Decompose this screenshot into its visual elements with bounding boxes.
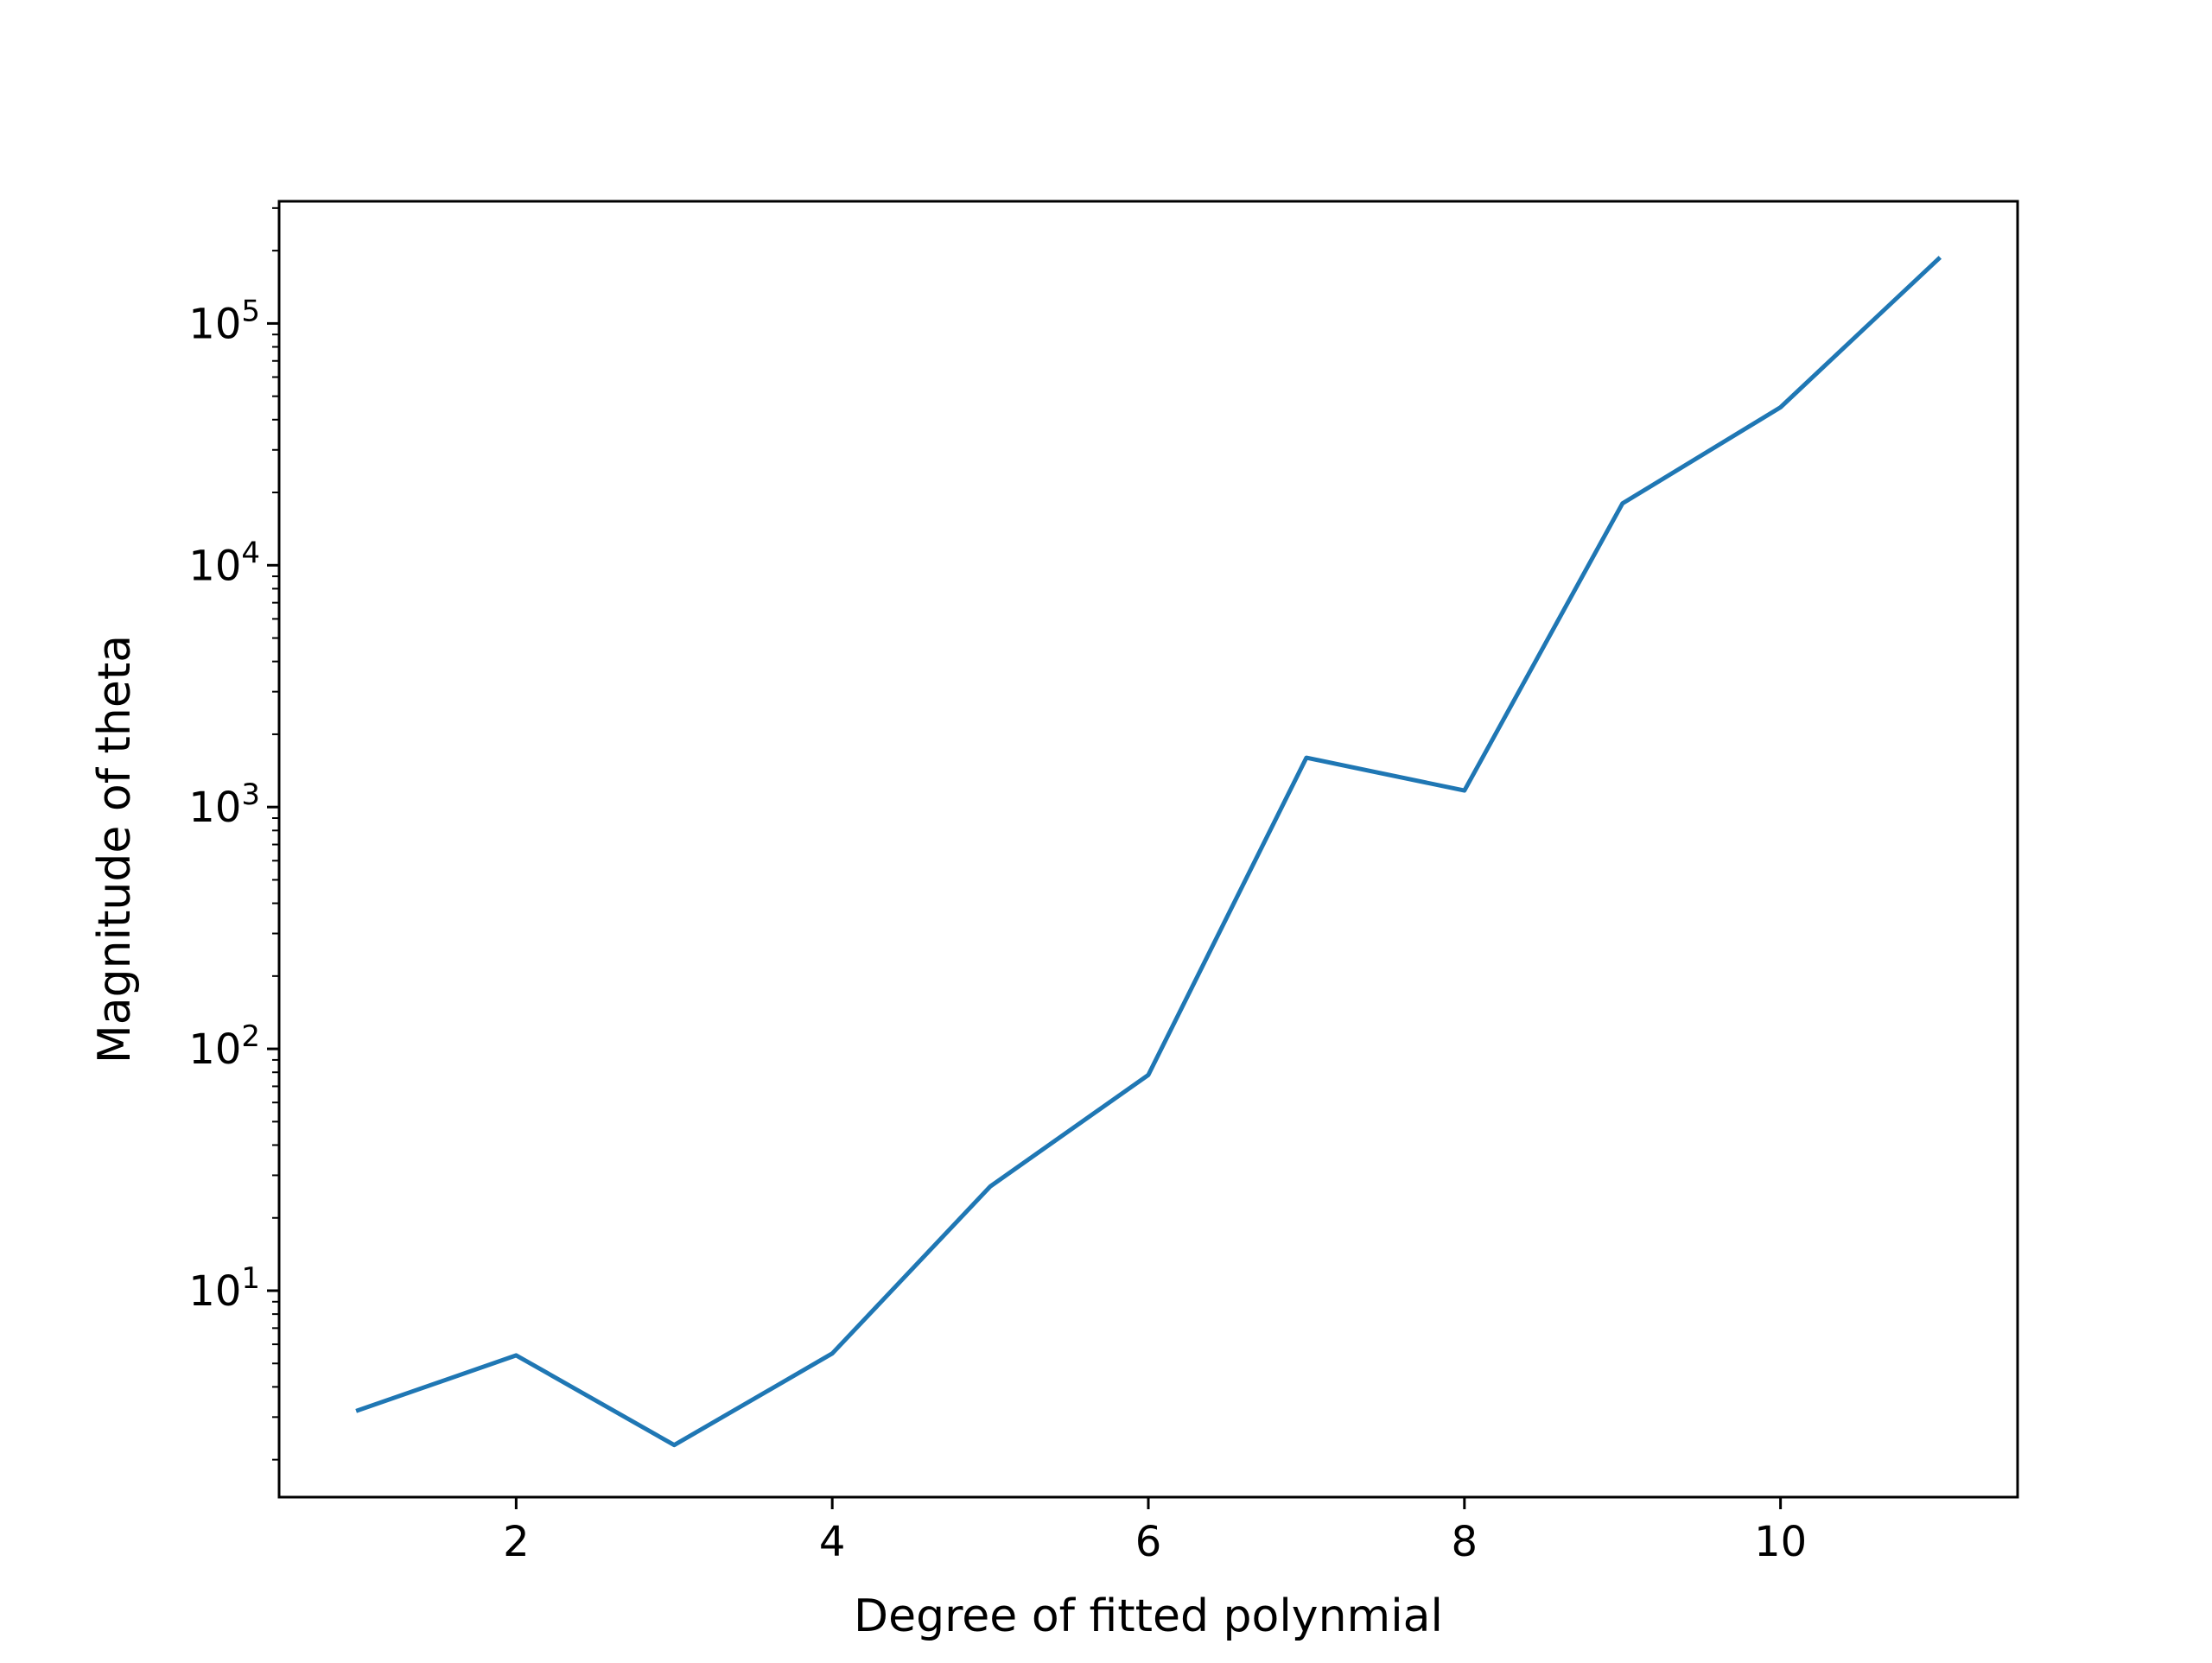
x-tick-label: 10 — [1754, 1518, 1807, 1566]
x-axis: 2 4 6 8 10 — [503, 1497, 1807, 1566]
x-tick-label: 2 — [503, 1518, 530, 1566]
x-tick-label: 6 — [1135, 1518, 1162, 1566]
x-tick-label: 4 — [819, 1518, 846, 1566]
y-tick-label: 103 — [188, 778, 260, 832]
y-tick-label: 102 — [188, 1019, 260, 1074]
x-tick-label: 8 — [1452, 1518, 1478, 1566]
series-line — [355, 256, 1942, 1448]
y-tick-label: 101 — [188, 1261, 260, 1316]
y-tick-label: 105 — [188, 294, 260, 348]
y-axis: 101 102 103 104 105 — [188, 206, 279, 1461]
y-axis-label: Magnitude of theta — [89, 635, 141, 1063]
x-axis-label: Degree of fitted polynmial — [854, 1590, 1443, 1642]
y-tick-label: 104 — [188, 536, 260, 590]
plot-area — [355, 256, 1942, 1448]
